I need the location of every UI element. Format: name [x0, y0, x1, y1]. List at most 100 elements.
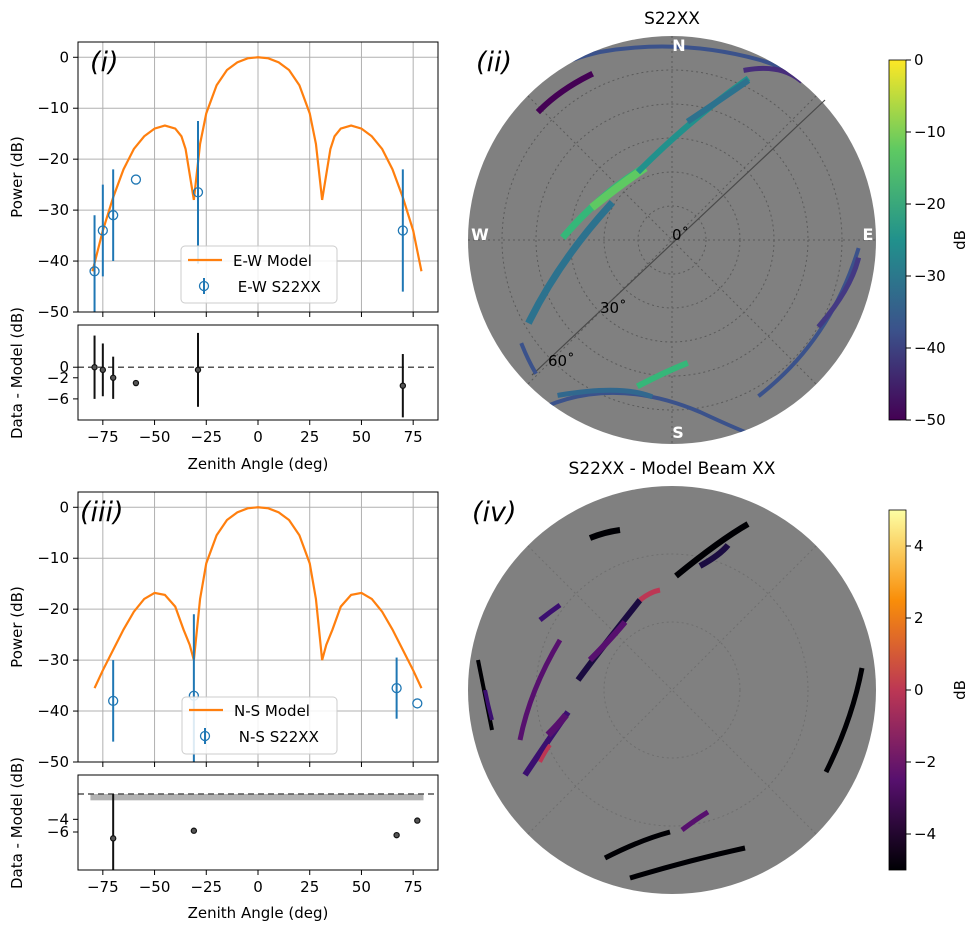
- axes-frame: [77, 41, 439, 313]
- map-title: S22XX - Model Beam XX: [569, 459, 776, 479]
- colorbar-ticks: 4 2 0 −2 −4: [906, 537, 936, 843]
- data-point: [108, 169, 119, 262]
- data-marker: [391, 682, 402, 694]
- legend: E-W Model E-W S22XX: [180, 245, 338, 304]
- y-tick-label: −10: [37, 99, 69, 117]
- x-tick-label: −25: [190, 428, 222, 446]
- colorbar-ii: 0 −10 −20 −30 −40 −50 dB: [888, 51, 969, 429]
- residual-marker: [194, 366, 202, 374]
- y-tick-label: −4: [47, 810, 69, 828]
- y-ticks: 0 −10 −20 −30 −40 −50: [37, 498, 78, 771]
- y-tick-label: −40: [37, 252, 69, 270]
- colorbar-tick-label: −20: [914, 195, 946, 213]
- panel-tag-iii: (iii): [80, 497, 124, 528]
- y-ticks: −4−6: [47, 810, 78, 841]
- y-axis-label: Power (dB): [8, 586, 26, 668]
- residual-marker: [190, 827, 198, 834]
- residual-marker: [109, 835, 117, 842]
- y-tick-label: −10: [37, 549, 69, 567]
- residual-point: [91, 335, 98, 399]
- y-axis-label: Power (dB): [8, 136, 26, 218]
- panel-tag-iv: (iv): [472, 497, 517, 528]
- ring-label-0: 0˚: [672, 226, 689, 244]
- residual-point: [132, 379, 140, 387]
- data-point: [130, 174, 142, 185]
- x-tick-label: 75: [404, 428, 423, 446]
- legend-data-label: E-W S22XX: [233, 278, 321, 296]
- cardinal-w: W: [471, 225, 489, 244]
- colorbar-tick-label: −10: [914, 123, 946, 141]
- x-axis-label: Zenith Angle (deg): [188, 455, 329, 473]
- ring-labels: 0˚ 30˚ 60˚: [548, 226, 689, 370]
- model-band: [90, 794, 424, 801]
- legend-model-label: E-W Model: [233, 252, 312, 270]
- ew-residual-points: [91, 332, 407, 418]
- data-point: [89, 215, 100, 312]
- x-tick-label: 25: [300, 428, 319, 446]
- colorbar-tick-label: 4: [914, 537, 924, 555]
- data-marker: [192, 187, 204, 198]
- data-point: [97, 184, 108, 277]
- residual-point: [99, 343, 107, 397]
- x-ticks: −75 −50 −25 0 25 50 75: [87, 420, 423, 446]
- legend-model-label: N-S Model: [234, 702, 310, 720]
- colorbar-ticks: 0 −10 −20 −30 −40 −50: [906, 51, 946, 429]
- cardinal-labels: N E S W: [471, 36, 873, 442]
- cardinal-n: N: [672, 36, 685, 55]
- x-tick-label: −75: [87, 878, 119, 896]
- colorbar-tick-label: −30: [914, 267, 946, 285]
- data-point: [397, 169, 408, 292]
- y-ticks: 0−2 −6: [47, 358, 78, 408]
- residual-point: [109, 794, 117, 870]
- data-marker: [97, 225, 108, 236]
- residual-point: [399, 354, 407, 418]
- y-tick-label: 0: [59, 48, 69, 66]
- ew-model-line: [91, 56, 423, 272]
- x-tick-label: 0: [253, 428, 263, 446]
- meridian-line: [531, 99, 826, 376]
- x-tick-label: 50: [352, 878, 371, 896]
- ring-label-30: 30˚: [600, 299, 627, 317]
- data-marker: [108, 695, 119, 707]
- residual-point: [194, 332, 202, 407]
- sky-source-tracks: [470, 44, 862, 444]
- panel-iv-residual-map: S22XX - Model Beam XX (iv): [468, 459, 876, 894]
- sky-disk: [468, 486, 876, 894]
- data-marker: [108, 210, 119, 221]
- y-tick-label: −30: [37, 201, 69, 219]
- residual-marker: [399, 382, 407, 389]
- y-tick-label: −50: [37, 303, 69, 321]
- axes-frame: [77, 324, 439, 421]
- y-tick-label: −50: [37, 753, 69, 771]
- x-ticks: −75 −50 −25 0 25 50 75: [87, 870, 423, 896]
- legend: N-S Model N-S S22XX: [181, 696, 338, 755]
- panel-iii-ns-power: 0 −10 −20 −30 −40 −50 (iii) Power (dB) N-S Mo…: [8, 491, 439, 771]
- colorbar-label: dB: [951, 680, 969, 700]
- colorbar-tick-label: −40: [914, 339, 946, 357]
- x-tick-label: −75: [87, 428, 119, 446]
- y-tick-label: −6: [47, 823, 69, 841]
- colorbar-tick-label: 2: [914, 609, 924, 627]
- panel-iii-ns-residual: −4−6 −75 −50 −25 0 25 50 75 Zenith Angle (deg)…: [8, 757, 439, 922]
- y-tick-label: −6: [47, 390, 69, 408]
- x-tick-label: 0: [253, 878, 263, 896]
- panel-ii-sky-map: S22XX (ii): [468, 9, 876, 444]
- ns-residual-points: [109, 794, 421, 870]
- residual-point: [393, 831, 400, 839]
- residual-point: [414, 817, 421, 824]
- panel-tag-i: (i): [90, 47, 119, 78]
- y-tick-label: −20: [37, 150, 69, 168]
- residual-marker: [91, 364, 98, 371]
- axes-frame: [77, 774, 439, 871]
- residual-marker: [393, 831, 400, 839]
- data-point: [192, 120, 204, 264]
- map-title: S22XX: [644, 9, 700, 29]
- x-tick-label: −50: [139, 878, 171, 896]
- residual-marker: [109, 374, 117, 381]
- legend-data-label: N-S S22XX: [234, 728, 319, 746]
- sky-disk: [468, 36, 876, 444]
- x-axis-label: Zenith Angle (deg): [188, 904, 329, 922]
- y-ticks: 0 −10 −20 −30 −40 −50: [37, 48, 78, 321]
- colorbar-tick-label: 0: [914, 51, 924, 69]
